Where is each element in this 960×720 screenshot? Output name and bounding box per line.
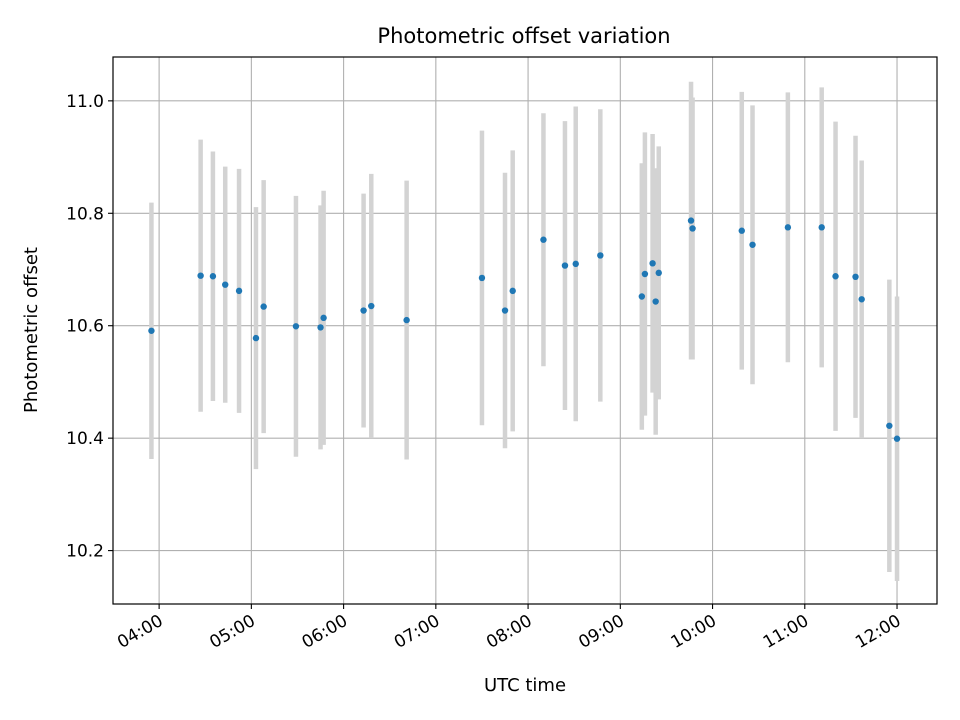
data-point [235, 287, 243, 295]
point-layer [148, 217, 901, 442]
data-point [832, 273, 839, 280]
data-point [320, 314, 327, 322]
data-point [360, 307, 367, 314]
data-point [478, 274, 486, 282]
data-point [652, 298, 659, 305]
data-point [148, 327, 155, 334]
data-point [509, 287, 516, 295]
y-tick-label: 11.0 [66, 92, 104, 112]
grid-layer [113, 57, 937, 604]
y-tick-label: 10.2 [66, 542, 104, 562]
data-point [655, 269, 662, 277]
data-point [368, 302, 375, 310]
data-point [649, 260, 656, 267]
data-point [222, 281, 229, 288]
data-point [209, 273, 217, 280]
data-point [540, 236, 547, 243]
data-point [572, 260, 579, 268]
data-point [197, 272, 204, 279]
x-axis-label: UTC time [484, 675, 566, 696]
data-point [689, 225, 696, 232]
plot-area-frame [112, 56, 938, 605]
data-point [292, 323, 300, 330]
y-tick-label: 10.6 [66, 317, 104, 337]
data-point [749, 241, 756, 248]
data-point [501, 307, 509, 314]
data-point [687, 217, 695, 224]
data-point [818, 224, 825, 231]
y-axis-label: Photometric offset [21, 247, 42, 413]
data-point [858, 296, 865, 303]
chart-title: Photometric offset variation [377, 24, 670, 48]
data-point [638, 293, 646, 300]
data-point [852, 273, 859, 281]
data-point [403, 316, 410, 324]
data-point [893, 435, 901, 442]
data-point [260, 303, 267, 310]
data-point [784, 224, 792, 231]
data-point [738, 227, 745, 234]
data-point [886, 422, 893, 429]
data-point [561, 262, 569, 269]
data-point [317, 324, 324, 331]
data-point [252, 334, 260, 342]
y-tick-label: 10.8 [66, 204, 104, 224]
data-point [641, 270, 649, 278]
y-tick-label: 10.4 [66, 429, 104, 449]
data-point [597, 252, 604, 259]
